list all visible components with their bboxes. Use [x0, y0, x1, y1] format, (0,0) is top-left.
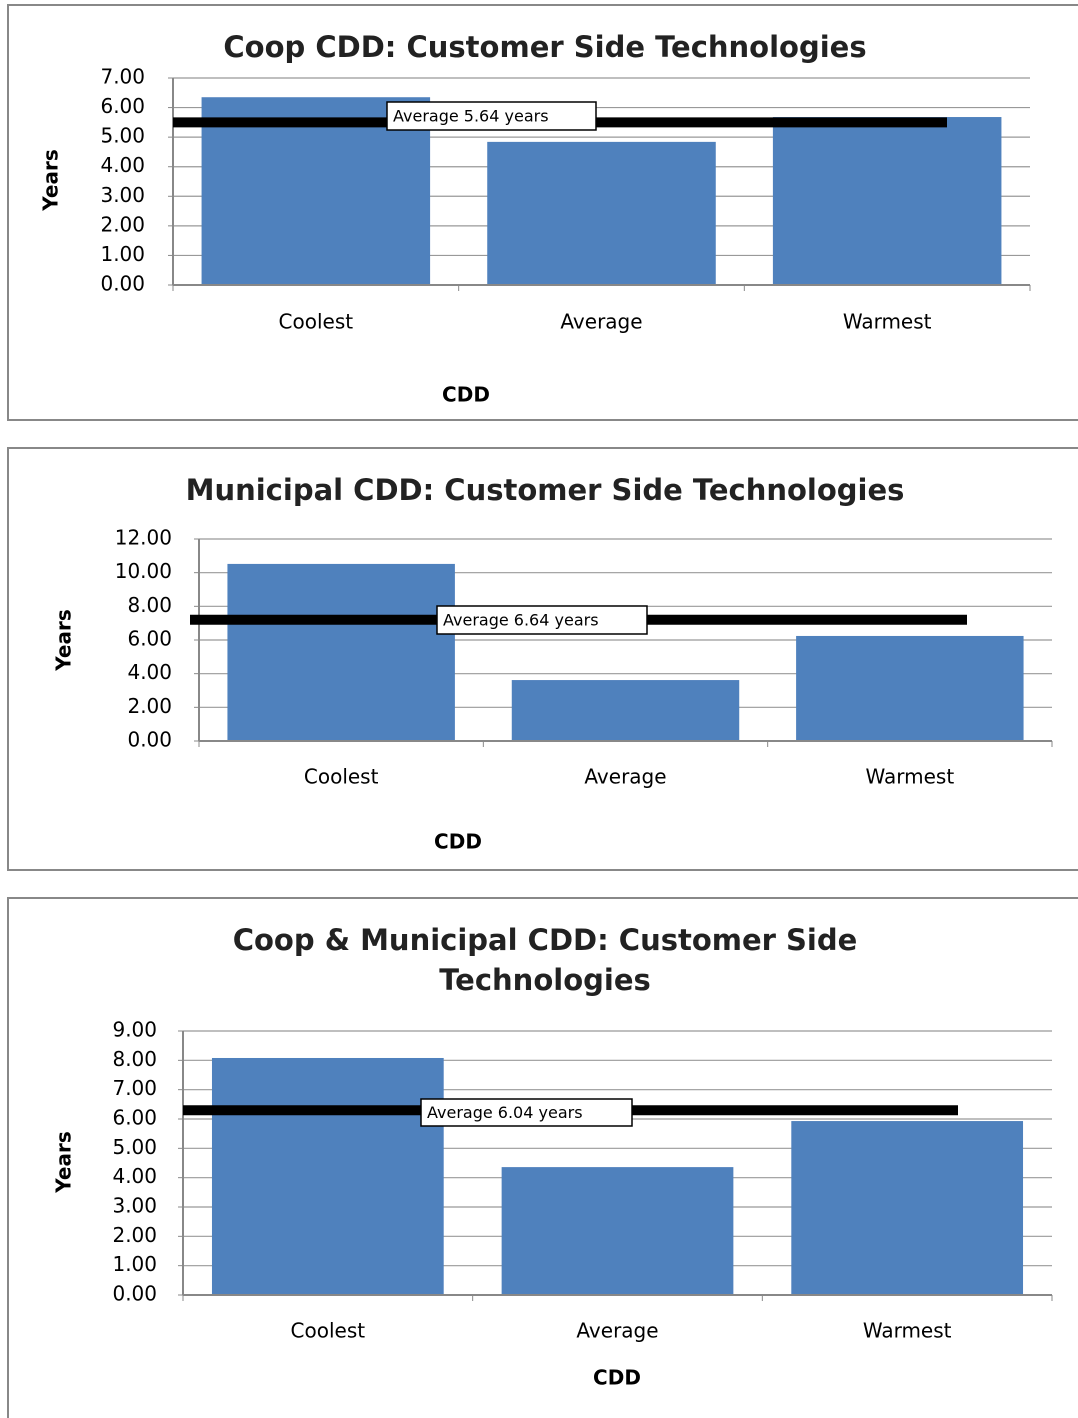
annotation-box: [420, 1098, 633, 1127]
bar: [791, 1121, 1024, 1295]
y-tick-label: 6.00: [100, 94, 145, 118]
y-tick-label: 4.00: [112, 1164, 157, 1188]
y-tick-label: 7.00: [112, 1076, 157, 1100]
chart-title: Coop & Municipal CDD: Customer Side Tech…: [232, 923, 858, 997]
x-tick-label: Coolest: [304, 765, 379, 789]
y-tick-label: 0.00: [112, 1282, 157, 1306]
y-axis-title: Years: [52, 609, 76, 671]
x-tick-label: Average: [560, 310, 642, 334]
y-tick-label: 6.00: [127, 627, 172, 651]
y-tick-label: 0.00: [127, 728, 172, 752]
chart-title: Municipal CDD: Customer Side Technologie…: [185, 473, 905, 507]
x-axis-title: CDD: [593, 1366, 641, 1390]
annotation-box: [436, 605, 648, 635]
y-tick-label: 9.00: [112, 1018, 157, 1042]
y-tick-label: 8.00: [127, 593, 172, 617]
bar: [511, 680, 740, 741]
x-axis-title: CDD: [442, 383, 490, 407]
x-tick-label: Average: [584, 765, 666, 789]
y-tick-label: 1.00: [100, 242, 145, 266]
x-tick-label: Warmest: [863, 1319, 952, 1343]
x-tick-label: Warmest: [843, 310, 932, 334]
bar: [487, 141, 716, 285]
y-tick-label: 3.00: [100, 183, 145, 207]
bar: [796, 635, 1024, 741]
panel: [7, 447, 1078, 871]
bar: [772, 117, 1002, 285]
panel: [7, 4, 1078, 421]
y-tick-label: 6.00: [112, 1106, 157, 1130]
x-tick-label: Coolest: [279, 310, 354, 334]
y-tick-label: 12.00: [115, 526, 172, 550]
x-axis-title: CDD: [434, 830, 482, 854]
x-tick-label: Average: [576, 1319, 658, 1343]
y-tick-label: 1.00: [112, 1252, 157, 1276]
annotation: Average 6.64 years: [443, 611, 599, 630]
x-tick-label: Coolest: [291, 1319, 366, 1343]
y-tick-label: 3.00: [112, 1194, 157, 1218]
y-axis-title: Years: [52, 1131, 76, 1193]
y-tick-label: 2.00: [100, 212, 145, 236]
bar: [227, 563, 455, 741]
y-tick-label: 8.00: [112, 1047, 157, 1071]
x-tick-label: Warmest: [865, 765, 954, 789]
y-axis-title: Years: [39, 149, 63, 211]
bar: [211, 1057, 444, 1295]
y-tick-label: 7.00: [100, 65, 145, 89]
annotation-box: [386, 101, 597, 131]
chart-title: Coop CDD: Customer Side Technologies: [223, 30, 867, 64]
y-tick-label: 4.00: [127, 660, 172, 684]
panel: [7, 897, 1078, 1418]
y-tick-label: 4.00: [100, 153, 145, 177]
y-tick-label: 2.00: [112, 1223, 157, 1247]
y-tick-label: 5.00: [100, 124, 145, 148]
y-tick-label: 10.00: [115, 559, 172, 583]
y-tick-label: 5.00: [112, 1135, 157, 1159]
y-tick-label: 2.00: [127, 694, 172, 718]
annotation: Average 6.04 years: [427, 1103, 583, 1122]
bar: [501, 1167, 734, 1295]
y-tick-label: 0.00: [100, 272, 145, 296]
annotation: Average 5.64 years: [393, 107, 549, 126]
